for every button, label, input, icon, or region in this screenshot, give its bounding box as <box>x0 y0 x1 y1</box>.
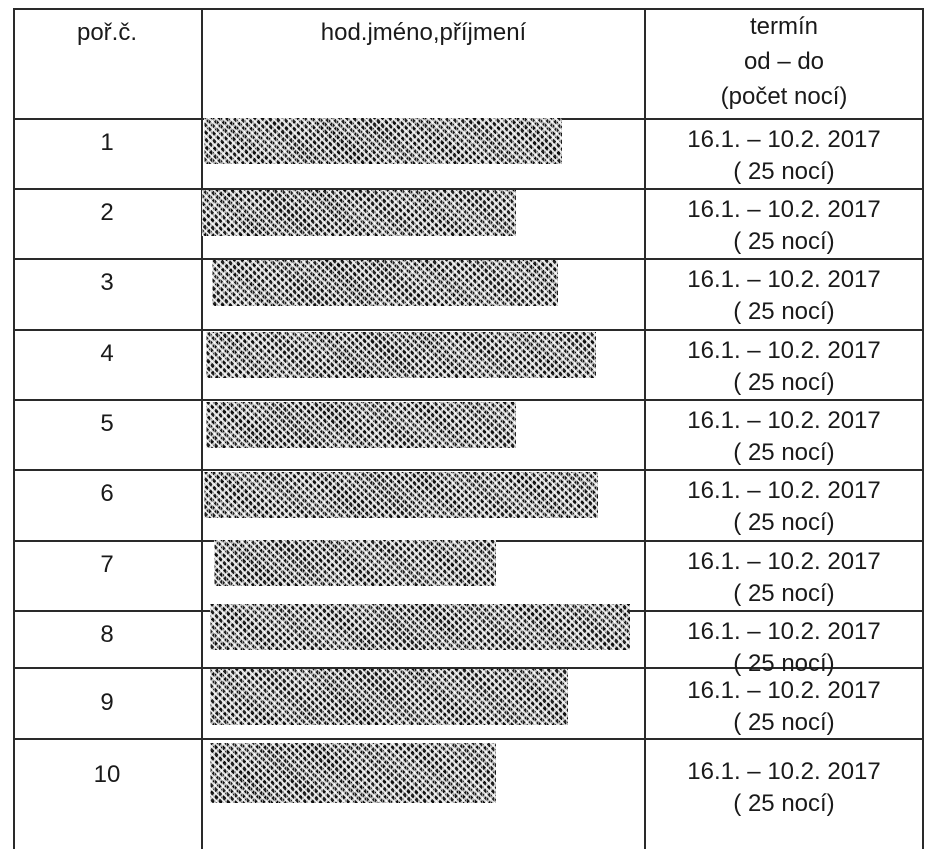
redacted-name <box>204 118 562 164</box>
row-nights: ( 25 nocí) <box>733 709 835 736</box>
row-number: 10 <box>93 761 121 788</box>
row-nights: ( 25 nocí) <box>733 158 835 185</box>
row-nights: ( 25 nocí) <box>733 580 835 607</box>
row-divider <box>13 399 924 401</box>
redacted-name <box>214 540 496 586</box>
row-term: 16.1. – 10.2. 2017 <box>687 407 881 434</box>
table-top-border <box>13 8 924 10</box>
row-divider <box>13 738 924 740</box>
header-order-number: poř.č. <box>76 19 138 46</box>
redacted-name <box>210 743 496 803</box>
row-term: 16.1. – 10.2. 2017 <box>687 266 881 293</box>
row-number: 2 <box>100 199 114 226</box>
row-number: 8 <box>100 621 114 648</box>
redacted-name <box>206 332 596 378</box>
row-number: 7 <box>100 551 114 578</box>
column-divider-2 <box>644 8 646 849</box>
row-divider <box>13 188 924 190</box>
redacted-name <box>202 190 516 236</box>
row-term: 16.1. – 10.2. 2017 <box>687 126 881 153</box>
row-divider <box>13 329 924 331</box>
header-guest-name: hod.jméno,příjmení <box>320 19 527 46</box>
row-nights: ( 25 nocí) <box>733 298 835 325</box>
row-nights: ( 25 nocí) <box>733 650 835 677</box>
row-number: 6 <box>100 480 114 507</box>
redacted-name <box>206 402 516 448</box>
redacted-name <box>212 260 558 306</box>
row-term: 16.1. – 10.2. 2017 <box>687 196 881 223</box>
redacted-name <box>210 604 630 650</box>
row-nights: ( 25 nocí) <box>733 439 835 466</box>
row-nights: ( 25 nocí) <box>733 790 835 817</box>
row-term: 16.1. – 10.2. 2017 <box>687 618 881 645</box>
column-divider-1 <box>201 8 203 849</box>
redacted-name <box>210 669 568 725</box>
row-term: 16.1. – 10.2. 2017 <box>687 337 881 364</box>
table-right-border <box>922 8 924 849</box>
header-term-line2: od – do <box>743 48 825 75</box>
row-term: 16.1. – 10.2. 2017 <box>687 758 881 785</box>
row-number: 4 <box>100 340 114 367</box>
row-term: 16.1. – 10.2. 2017 <box>687 548 881 575</box>
row-number: 1 <box>100 129 114 156</box>
row-number: 3 <box>100 269 114 296</box>
header-term-line1: termín <box>749 13 818 40</box>
row-number: 9 <box>100 689 114 716</box>
row-divider <box>13 258 924 260</box>
row-nights: ( 25 nocí) <box>733 369 835 396</box>
table-left-border <box>13 8 15 849</box>
redacted-name <box>204 472 598 518</box>
header-term-line3: (počet nocí) <box>720 83 848 110</box>
row-divider <box>13 469 924 471</box>
row-divider <box>13 667 924 669</box>
row-term: 16.1. – 10.2. 2017 <box>687 677 881 704</box>
row-term: 16.1. – 10.2. 2017 <box>687 477 881 504</box>
row-nights: ( 25 nocí) <box>733 509 835 536</box>
row-number: 5 <box>100 410 114 437</box>
row-nights: ( 25 nocí) <box>733 228 835 255</box>
